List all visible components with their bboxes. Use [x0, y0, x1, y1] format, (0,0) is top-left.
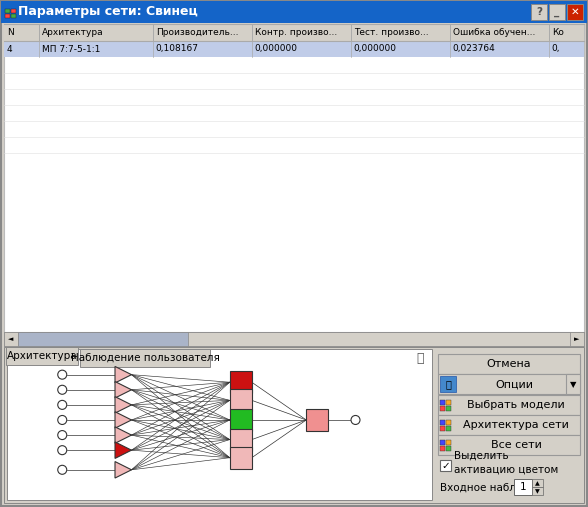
FancyBboxPatch shape — [549, 4, 565, 20]
FancyBboxPatch shape — [230, 389, 252, 411]
Circle shape — [351, 415, 360, 424]
Text: ▲: ▲ — [535, 481, 540, 486]
Text: Опции: Опции — [495, 379, 533, 389]
Circle shape — [58, 430, 67, 440]
FancyBboxPatch shape — [230, 428, 252, 451]
FancyBboxPatch shape — [440, 440, 445, 445]
FancyBboxPatch shape — [1, 1, 587, 23]
FancyBboxPatch shape — [531, 4, 547, 20]
Text: 0,000000: 0,000000 — [354, 45, 397, 54]
FancyBboxPatch shape — [567, 4, 583, 20]
Text: N: N — [7, 28, 14, 37]
FancyBboxPatch shape — [446, 400, 451, 405]
Circle shape — [58, 465, 67, 475]
FancyBboxPatch shape — [230, 447, 252, 468]
Text: Все сети: Все сети — [490, 440, 542, 450]
Circle shape — [58, 385, 67, 394]
Text: ⧉: ⧉ — [416, 352, 424, 366]
Text: 0,: 0, — [552, 45, 560, 54]
Text: 🔨: 🔨 — [445, 379, 451, 389]
Text: Ко: Ко — [552, 28, 564, 37]
Text: Выбрать модели: Выбрать модели — [467, 400, 565, 410]
FancyBboxPatch shape — [566, 375, 580, 394]
FancyBboxPatch shape — [5, 9, 10, 13]
FancyBboxPatch shape — [230, 409, 252, 431]
Text: 0,108167: 0,108167 — [156, 45, 199, 54]
Text: ✕: ✕ — [570, 7, 579, 17]
FancyBboxPatch shape — [438, 375, 580, 394]
FancyBboxPatch shape — [4, 332, 584, 346]
Polygon shape — [115, 442, 132, 458]
FancyBboxPatch shape — [440, 446, 445, 451]
Text: Наблюдение пользователя: Наблюдение пользователя — [71, 353, 219, 363]
Polygon shape — [115, 382, 132, 398]
Polygon shape — [115, 412, 132, 428]
FancyBboxPatch shape — [532, 480, 543, 487]
FancyBboxPatch shape — [446, 446, 451, 451]
Text: Контр. произво...: Контр. произво... — [255, 28, 337, 37]
FancyBboxPatch shape — [570, 332, 584, 346]
FancyBboxPatch shape — [440, 400, 445, 405]
Text: _: _ — [554, 7, 560, 17]
FancyBboxPatch shape — [440, 420, 445, 425]
Text: Архитектура: Архитектура — [42, 28, 104, 37]
Text: Архитектура сети: Архитектура сети — [463, 420, 569, 430]
FancyBboxPatch shape — [5, 14, 10, 18]
Polygon shape — [115, 461, 132, 478]
Text: Отмена: Отмена — [487, 359, 532, 369]
FancyBboxPatch shape — [18, 332, 188, 346]
FancyBboxPatch shape — [11, 14, 16, 18]
Circle shape — [58, 370, 67, 379]
Text: ?: ? — [536, 7, 542, 17]
FancyBboxPatch shape — [446, 426, 451, 431]
FancyBboxPatch shape — [446, 420, 451, 425]
FancyBboxPatch shape — [440, 406, 445, 411]
Text: ✓: ✓ — [441, 460, 450, 470]
Text: 0,023764: 0,023764 — [453, 45, 496, 54]
FancyBboxPatch shape — [230, 371, 252, 393]
Polygon shape — [115, 367, 132, 383]
FancyBboxPatch shape — [4, 24, 584, 41]
Circle shape — [58, 446, 67, 455]
Text: 4: 4 — [7, 45, 12, 54]
Text: Выделить
активацию цветом: Выделить активацию цветом — [454, 451, 558, 474]
FancyBboxPatch shape — [438, 354, 580, 374]
FancyBboxPatch shape — [4, 332, 18, 346]
FancyBboxPatch shape — [514, 480, 532, 495]
Text: Архитектура: Архитектура — [6, 351, 77, 361]
Text: Ошибка обучен...: Ошибка обучен... — [453, 28, 535, 37]
Text: Производитель...: Производитель... — [156, 28, 238, 37]
Text: ◄: ◄ — [8, 336, 14, 342]
Polygon shape — [115, 396, 132, 413]
Text: ▼: ▼ — [570, 380, 576, 389]
Text: Входное набл.:: Входное набл.: — [440, 482, 523, 492]
FancyBboxPatch shape — [446, 406, 451, 411]
Text: ▼: ▼ — [535, 489, 540, 494]
FancyBboxPatch shape — [306, 409, 328, 431]
FancyBboxPatch shape — [532, 487, 543, 495]
Text: 1: 1 — [520, 482, 526, 492]
FancyBboxPatch shape — [11, 9, 16, 13]
FancyBboxPatch shape — [440, 459, 451, 470]
FancyBboxPatch shape — [7, 349, 432, 500]
FancyBboxPatch shape — [4, 41, 584, 57]
Text: ►: ► — [574, 336, 580, 342]
Circle shape — [58, 401, 67, 409]
Polygon shape — [115, 427, 132, 443]
Circle shape — [58, 415, 67, 424]
Text: МП 7:7-5-1:1: МП 7:7-5-1:1 — [42, 45, 101, 54]
FancyBboxPatch shape — [6, 347, 78, 365]
FancyBboxPatch shape — [438, 436, 580, 455]
FancyBboxPatch shape — [440, 426, 445, 431]
FancyBboxPatch shape — [4, 347, 584, 503]
Text: Тест. произво...: Тест. произво... — [354, 28, 429, 37]
FancyBboxPatch shape — [438, 415, 580, 435]
FancyBboxPatch shape — [4, 24, 584, 332]
Text: Параметры сети: Свинец: Параметры сети: Свинец — [18, 6, 198, 18]
Text: 0,000000: 0,000000 — [255, 45, 298, 54]
FancyBboxPatch shape — [446, 440, 451, 445]
FancyBboxPatch shape — [438, 395, 580, 415]
FancyBboxPatch shape — [80, 349, 210, 367]
FancyBboxPatch shape — [440, 376, 456, 392]
